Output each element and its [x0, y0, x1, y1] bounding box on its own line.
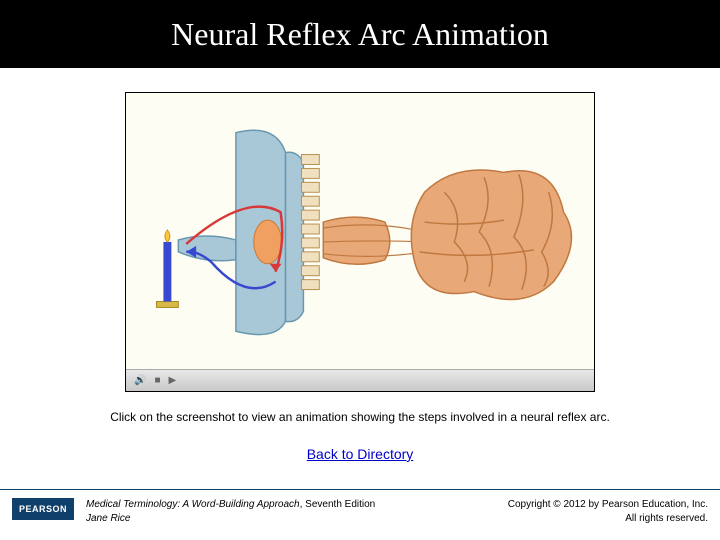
stop-icon[interactable]: ■: [154, 375, 160, 386]
flame-icon: [165, 230, 170, 242]
pearson-logo: PEARSON: [12, 498, 74, 520]
copyright: Copyright © 2012 by Pearson Education, I…: [508, 498, 708, 526]
illustration-canvas: [126, 93, 594, 369]
figure-caption: Click on the screenshot to view an anima…: [0, 410, 720, 424]
copyright-line1: Copyright © 2012 by Pearson Education, I…: [508, 499, 708, 510]
book-title: Medical Terminology: A Word-Building App…: [86, 499, 300, 510]
book-info: Medical Terminology: A Word-Building App…: [86, 498, 375, 526]
media-playbar: 🔊 ■ ▶: [126, 369, 594, 391]
copyright-line2: All rights reserved.: [625, 513, 708, 524]
spine-back: [286, 152, 304, 321]
animation-screenshot[interactable]: 🔊 ■ ▶: [125, 92, 595, 392]
candle-body: [163, 242, 171, 302]
speaker-icon[interactable]: 🔊: [134, 375, 146, 386]
book-edition: , Seventh Edition: [300, 499, 376, 510]
ganglion: [254, 220, 282, 264]
footer: PEARSON Medical Terminology: A Word-Buil…: [0, 489, 720, 540]
brain: [411, 170, 571, 300]
page-title: Neural Reflex Arc Animation: [171, 16, 549, 53]
reflex-arc-illustration: [126, 93, 594, 369]
author: Jane Rice: [86, 513, 130, 524]
play-icon[interactable]: ▶: [169, 375, 177, 386]
candle-base: [156, 301, 178, 307]
arm: [178, 236, 236, 261]
title-bar: Neural Reflex Arc Animation: [0, 0, 720, 68]
back-to-directory-link[interactable]: Back to Directory: [0, 446, 720, 462]
